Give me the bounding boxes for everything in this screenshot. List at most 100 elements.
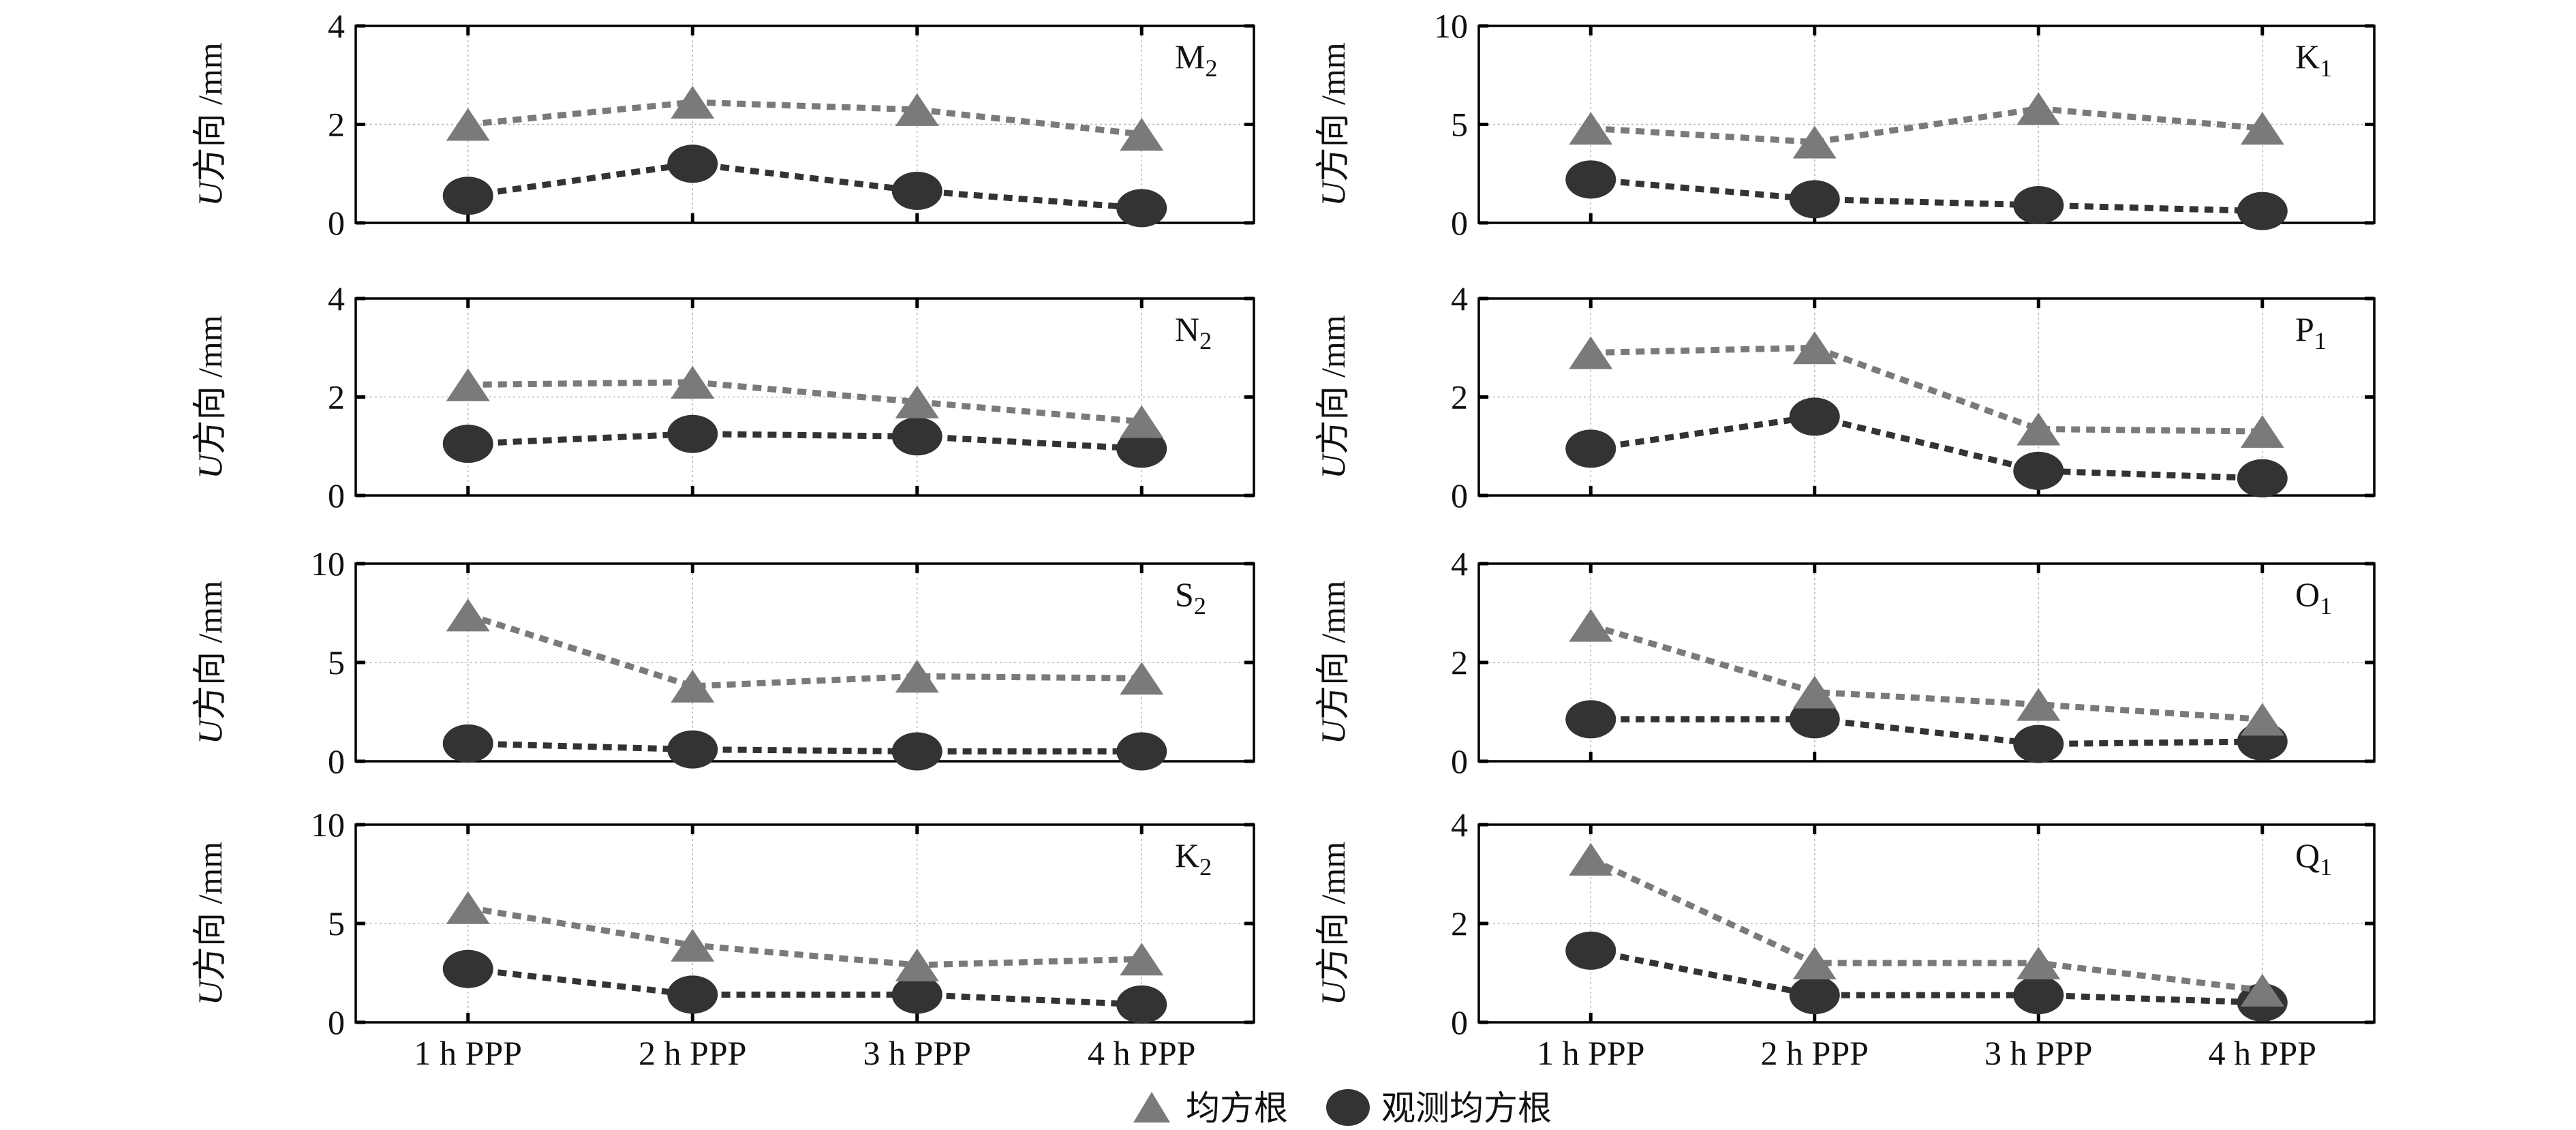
- data-point-observed: [2237, 192, 2288, 230]
- y-tick-label: 2: [328, 106, 345, 144]
- panel-label: O1: [2295, 575, 2332, 620]
- data-point-observed: [667, 975, 718, 1014]
- legend: 均方根 观测均方根: [1133, 1089, 1552, 1127]
- data-point-observed: [1116, 429, 1167, 468]
- series-line-rms: [467, 904, 1142, 968]
- data-point-rms: [2017, 92, 2061, 125]
- data-point-rms: [1792, 331, 1837, 365]
- series-line-rms: [1591, 344, 2263, 435]
- panel-label: P1: [2295, 310, 2327, 354]
- data-point-rms: [446, 891, 490, 924]
- data-point-observed: [667, 144, 718, 183]
- data-point-rms: [1569, 336, 1613, 369]
- plot-frame: [354, 297, 1255, 497]
- panel-label: S2: [1175, 575, 1206, 620]
- data-point-observed: [667, 414, 718, 453]
- series-line-observed: [467, 966, 1142, 1008]
- data-point-observed: [1565, 429, 1616, 468]
- y-axis-label: U方向 /mm: [191, 315, 229, 478]
- y-tick-label: 4: [1451, 806, 1468, 844]
- data-point-observed: [891, 172, 942, 211]
- plot-frame: [354, 562, 1255, 763]
- x-tick-label: 2 h PPP: [639, 1034, 746, 1072]
- y-tick-label: 0: [1451, 1003, 1468, 1041]
- chart-panel-6: 0 5 10 1 h PPP 2 h PPP 3 h PPP 4 h PPP K2 U方向 /m…: [191, 806, 1255, 1072]
- data-point-observed: [1116, 732, 1167, 771]
- y-tick-label: 0: [328, 1003, 345, 1041]
- y-tick-label: 2: [1451, 904, 1468, 943]
- y-axis-label: U方向 /mm: [191, 42, 229, 206]
- data-point-rms: [671, 85, 715, 119]
- data-point-observed: [1789, 180, 1840, 219]
- x-tick-label: 4 h PPP: [1088, 1034, 1195, 1072]
- y-tick-label: 2: [1451, 643, 1468, 682]
- plot-frame: [354, 25, 1255, 224]
- series-line-observed: [467, 431, 1142, 452]
- plot-frame: [354, 823, 1255, 1024]
- data-point-rms: [671, 669, 715, 703]
- panel-label: K2: [1175, 836, 1212, 881]
- series-line-rms: [1589, 622, 2263, 722]
- data-point-observed: [1116, 985, 1167, 1024]
- legend-circle-marker: [1326, 1089, 1370, 1126]
- chart-panel-0: 0 2 4 M2 U方向 /mm: [191, 7, 1255, 242]
- data-point-observed: [1565, 931, 1616, 970]
- y-axis-label: U方向 /mm: [191, 842, 229, 1005]
- x-tick-label: 4 h PPP: [2209, 1034, 2316, 1072]
- plot-frame: [1477, 297, 2376, 497]
- y-axis-label: U方向 /mm: [1314, 842, 1352, 1005]
- data-point-observed: [891, 732, 942, 771]
- data-point-rms: [895, 948, 939, 981]
- series-line-rms: [467, 99, 1142, 138]
- data-point-observed: [442, 949, 493, 988]
- data-point-rms: [1792, 947, 1837, 979]
- legend-label-observed: 观测均方根: [1381, 1089, 1552, 1127]
- y-tick-label: 5: [328, 904, 345, 943]
- series-line-rms: [467, 612, 1142, 690]
- data-point-rms: [2240, 973, 2284, 1007]
- data-point-observed: [1789, 397, 1840, 436]
- x-tick-label: 3 h PPP: [1984, 1034, 2092, 1072]
- plot-frame: [1477, 562, 2376, 763]
- data-point-rms: [1120, 943, 1164, 976]
- data-point-observed: [2237, 459, 2288, 498]
- series-line-rms: [1590, 105, 2263, 146]
- legend-triangle-marker: [1133, 1092, 1170, 1123]
- chart-panel-1: 0 5 10 K1 U方向 /mm: [1314, 7, 2376, 242]
- y-tick-label: 4: [328, 279, 345, 318]
- plot-frame: [1477, 25, 2376, 224]
- data-point-rms: [446, 598, 490, 632]
- series-line-observed: [467, 160, 1142, 211]
- data-point-observed: [1789, 700, 1840, 739]
- y-tick-label: 5: [1451, 106, 1468, 144]
- data-point-rms: [1120, 117, 1164, 151]
- data-point-rms: [446, 368, 490, 401]
- series-line-observed: [1591, 716, 2263, 748]
- y-tick-label: 5: [328, 643, 345, 682]
- data-point-rms: [1569, 842, 1613, 876]
- series-line-observed: [1590, 947, 2263, 1006]
- data-point-rms: [2017, 412, 2061, 446]
- chart-panels: 0 2 4 M2 U方向 /mm 0 5 10 K1 U方向 /mm 0 2 4 N2 U方向 /mm 0 2 4…: [191, 7, 2376, 1072]
- y-tick-label: 0: [1451, 476, 1468, 515]
- data-point-observed: [1565, 700, 1616, 739]
- y-tick-label: 0: [1451, 742, 1468, 780]
- data-point-observed: [2013, 724, 2064, 763]
- data-point-observed: [891, 975, 942, 1014]
- y-tick-label: 2: [1451, 378, 1468, 416]
- data-point-rms: [895, 93, 939, 126]
- data-point-observed: [891, 417, 942, 456]
- data-point-observed: [442, 177, 493, 215]
- data-point-rms: [895, 660, 939, 693]
- legend-label-rms: 均方根: [1186, 1089, 1288, 1127]
- chart-panel-2: 0 2 4 N2 U方向 /mm: [191, 279, 1255, 515]
- series-line-observed: [1590, 176, 2263, 215]
- x-tick-label: 3 h PPP: [863, 1034, 971, 1072]
- data-point-rms: [2240, 112, 2284, 145]
- data-point-observed: [2013, 976, 2064, 1015]
- panel-label: M2: [1175, 37, 1217, 82]
- plot-frame: [1477, 823, 2376, 1024]
- y-axis-label: U方向 /mm: [1314, 315, 1352, 478]
- y-tick-label: 10: [1434, 7, 1468, 45]
